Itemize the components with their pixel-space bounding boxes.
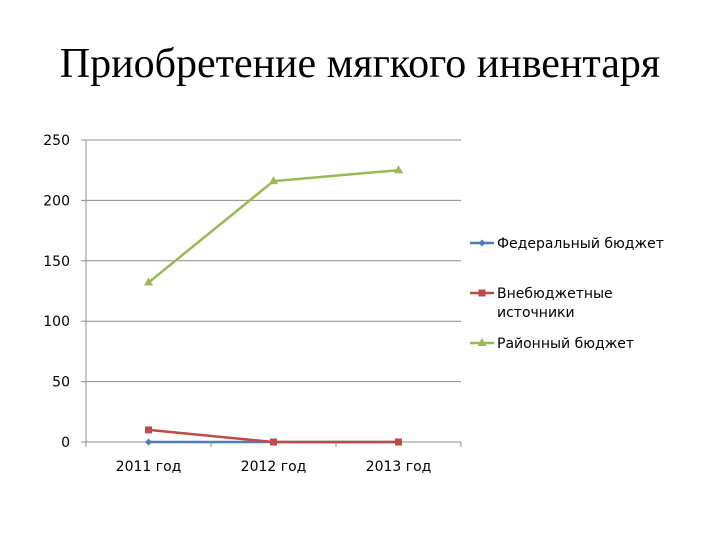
data-point <box>145 438 152 446</box>
y-tick-label: 200 <box>43 193 70 209</box>
y-tick-label: 0 <box>61 435 70 451</box>
data-point <box>269 176 278 185</box>
data-point <box>145 426 152 434</box>
y-tick-label: 100 <box>43 314 70 330</box>
data-point <box>270 438 277 446</box>
y-tick-label: 250 <box>43 133 70 149</box>
y-tick-label: 150 <box>43 254 70 270</box>
legend-item: Федеральный бюджет <box>470 236 664 252</box>
legend-marker <box>478 289 486 297</box>
legend-label-line: Внебюджетные <box>497 286 613 302</box>
series-line <box>147 168 399 284</box>
legend-label: Районный бюджет <box>497 336 634 352</box>
legend-label: Федеральный бюджет <box>497 236 664 252</box>
axes <box>81 139 462 447</box>
legend-item: Районный бюджет <box>470 336 634 352</box>
legend-label-line: Федеральный бюджет <box>497 236 664 252</box>
x-tick-labels: 2011 год 2012 год 2013 год <box>116 459 432 475</box>
legend-item: Внебюджетные источники <box>470 286 613 321</box>
chart-title: Приобретение мягкого инвентаря <box>59 41 661 87</box>
legend-label-line: источники <box>497 305 575 321</box>
data-point <box>394 165 403 174</box>
legend-label: Внебюджетные источники <box>497 286 613 321</box>
gridlines <box>86 139 461 383</box>
legend-label-line: Районный бюджет <box>497 336 634 352</box>
legend-marker <box>477 338 487 346</box>
y-tick-label: 50 <box>52 375 70 391</box>
series-2 <box>145 426 402 446</box>
y-tick-labels: 0 50 100 150 200 250 <box>43 133 70 451</box>
data-point <box>395 438 402 446</box>
x-tick-label: 2013 год <box>366 459 432 475</box>
x-tick-label: 2011 год <box>116 459 182 475</box>
data-point <box>144 277 153 286</box>
series-group <box>144 165 403 446</box>
x-tick-label: 2012 год <box>241 459 307 475</box>
series-3 <box>144 165 403 286</box>
legend: Федеральный бюджет Внебюджетные источники Р… <box>470 236 664 352</box>
legend-marker <box>478 239 486 247</box>
